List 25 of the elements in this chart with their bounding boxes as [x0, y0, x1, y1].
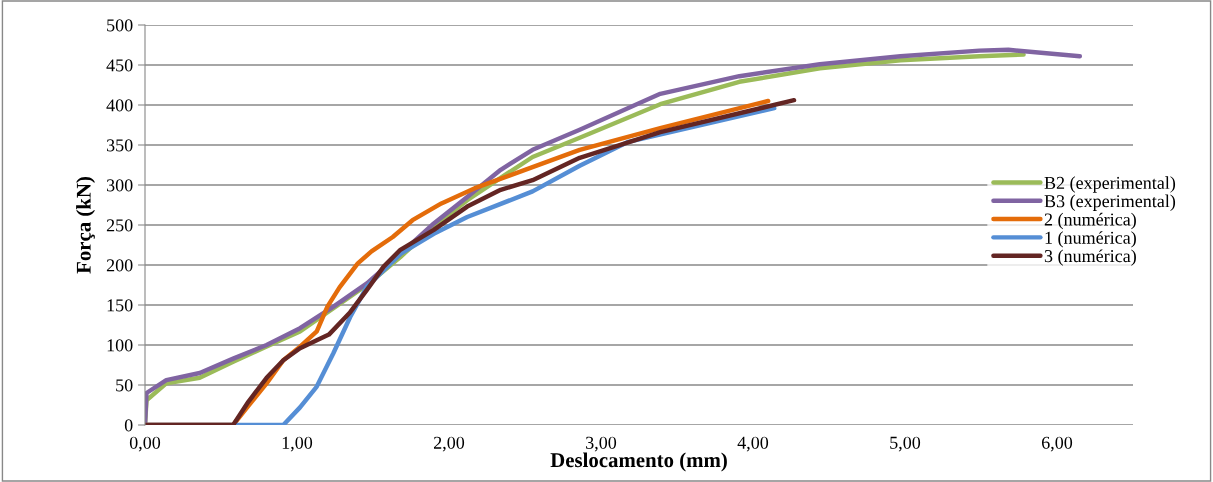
y-tick-label: 400: [106, 99, 133, 112]
y-tick-label: 250: [106, 219, 133, 232]
y-axis-title: Força (kN): [76, 177, 95, 274]
x-tick-label: 3,00: [586, 436, 617, 452]
y-tick-label: 100: [107, 339, 133, 352]
x-tick-label: 5,00: [890, 436, 921, 452]
x-tick-label: 2,00: [433, 436, 465, 452]
x-tick-label: 0,00: [129, 436, 161, 452]
legend-label: B2 (experimental): [1044, 176, 1176, 193]
y-tick-label: 300: [106, 179, 133, 192]
x-tick-label: 1,00: [282, 436, 313, 452]
y-tick-label: 0: [124, 419, 133, 432]
legend-label: 3 (numérica): [1044, 249, 1136, 266]
legend-label: B3 (experimental): [1044, 194, 1176, 211]
y-tick-label: 350: [106, 139, 133, 152]
y-tick-label: 500: [107, 19, 133, 32]
legend-label: 2 (numérica): [1044, 212, 1136, 230]
x-tick-label: 4,00: [737, 436, 769, 452]
x-tick-label: 6,00: [1041, 436, 1073, 452]
legend-label: 1 (numérica): [1045, 231, 1136, 248]
y-tick-label: 150: [107, 299, 133, 312]
x-axis-title: Deslocamento (mm): [550, 452, 727, 472]
y-tick-label: 50: [116, 379, 133, 392]
y-tick-label: 450: [106, 59, 133, 72]
y-tick-label: 200: [106, 259, 133, 272]
